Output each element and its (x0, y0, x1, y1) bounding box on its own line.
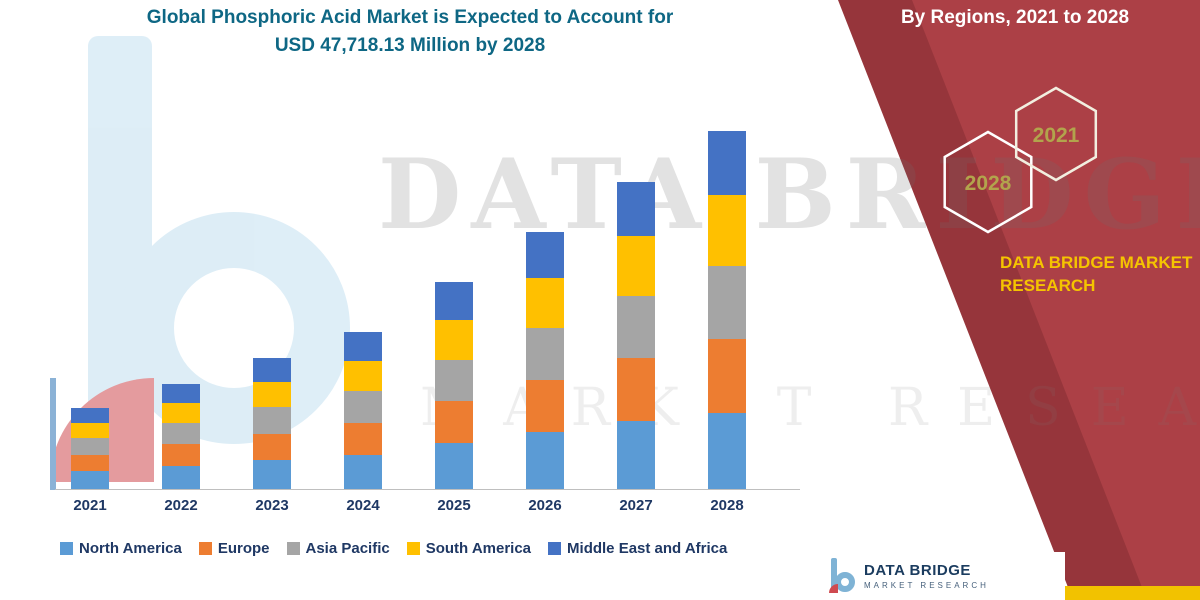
legend-item-asia-pacific: Asia Pacific (286, 540, 390, 557)
segment-europe (526, 379, 564, 432)
bar-2024: 2024 (344, 332, 382, 514)
x-axis-label-2022: 2022 (164, 497, 198, 514)
bar-2027: 2027 (617, 181, 655, 514)
segment-north-america (617, 420, 655, 489)
segment-south-america (435, 319, 473, 360)
x-axis-label-2027: 2027 (619, 497, 653, 514)
segment-south-america (162, 403, 200, 424)
x-axis-label-2021: 2021 (73, 497, 107, 514)
hexagon-2028-label: 2028 (965, 172, 1012, 195)
legend-item-south-america: South America (406, 540, 532, 557)
segment-europe (253, 433, 291, 461)
bar-2026: 2026 (526, 231, 564, 514)
x-axis-label-2024: 2024 (346, 497, 380, 514)
segment-north-america (253, 460, 291, 489)
footer-brand-sub: MARKET RESEARCH (864, 581, 989, 590)
segment-north-america (526, 432, 564, 489)
bar-2022: 2022 (162, 383, 200, 514)
legend-swatch (286, 542, 300, 555)
title-line-2: USD 47,718.13 Million by 2028 (274, 34, 546, 56)
hexagon-2021-label: 2021 (1033, 124, 1080, 147)
segment-south-america (617, 236, 655, 297)
regions-heading: By Regions, 2021 to 2028 (900, 7, 1130, 28)
legend-item-europe: Europe (198, 540, 270, 557)
legend-item-north-america: North America (60, 540, 182, 557)
segment-asia-pacific (435, 360, 473, 402)
yellow-accent-strip (1038, 586, 1200, 600)
segment-asia-pacific (253, 407, 291, 434)
segment-south-america (708, 195, 746, 267)
bar-2023: 2023 (253, 357, 291, 514)
stacked-bar-chart: 2021 2022 2023 2024 2025 2026 2027 2028 (55, 100, 800, 514)
segment-south-america (253, 381, 291, 408)
bar-2025: 2025 (435, 282, 473, 514)
legend-label: South America (425, 540, 532, 557)
segment-middle-east-and-africa (253, 357, 291, 382)
segment-europe (617, 357, 655, 421)
x-axis-label-2023: 2023 (255, 497, 289, 514)
legend-swatch (548, 542, 562, 555)
segment-middle-east-and-africa (162, 383, 200, 404)
segment-europe (708, 339, 746, 413)
legend-item-middle-east-and-africa: Middle East and Africa (548, 540, 727, 557)
x-axis-label-2028: 2028 (710, 497, 744, 514)
bar-2028: 2028 (708, 131, 746, 514)
segment-north-america (435, 443, 473, 489)
legend-label: Asia Pacific (305, 540, 390, 557)
segment-north-america (162, 465, 200, 489)
databridge-logo-icon (829, 558, 855, 594)
segment-asia-pacific (344, 391, 382, 423)
brand-text-line2: RESEARCH (1000, 275, 1096, 295)
legend-swatch (198, 542, 212, 555)
legend-swatch (60, 542, 73, 555)
segment-north-america (71, 471, 109, 489)
logo-icon-ring (835, 572, 855, 592)
x-axis-line (55, 489, 800, 490)
segment-north-america (344, 454, 382, 489)
brand-text-line1: DATA BRIDGE MARKET (1000, 253, 1193, 272)
segment-south-america (526, 277, 564, 328)
segment-asia-pacific (617, 296, 655, 358)
legend-label: Middle East and Africa (567, 540, 728, 557)
segment-asia-pacific (526, 327, 564, 380)
legend-label: Europe (217, 540, 270, 557)
segment-europe (71, 454, 109, 471)
x-axis-label-2025: 2025 (437, 497, 471, 514)
segment-europe (435, 401, 473, 444)
brand-text: DATA BRIDGE MARKET RESEARCH (1000, 252, 1200, 298)
segment-asia-pacific (162, 423, 200, 445)
logo-icon-red-accent (829, 584, 838, 593)
segment-asia-pacific (708, 266, 746, 339)
footer-text: DATA BRIDGE MARKET RESEARCH (864, 562, 989, 590)
segment-europe (344, 422, 382, 455)
segment-asia-pacific (71, 438, 109, 455)
segment-north-america (708, 412, 746, 489)
chart-legend: North America Europe Asia Pacific South Ame… (60, 540, 727, 557)
footer-logo: DATA BRIDGE MARKET RESEARCH (815, 552, 1065, 600)
logo-icon-stem (831, 558, 837, 592)
segment-south-america (344, 360, 382, 392)
legend-swatch (406, 542, 420, 555)
legend-label: North America (79, 540, 182, 557)
segment-middle-east-and-africa (435, 282, 473, 320)
logo-blue-line-shape (50, 378, 56, 490)
segment-middle-east-and-africa (708, 131, 746, 195)
segment-south-america (71, 423, 109, 439)
page-title: Global Phosphoric Acid Market is Expecte… (100, 4, 720, 59)
title-line-1: Global Phosphoric Acid Market is Expecte… (146, 7, 674, 28)
hexagon-2021-outline (1014, 86, 1098, 182)
segment-middle-east-and-africa (617, 181, 655, 237)
x-axis-label-2026: 2026 (528, 497, 562, 514)
bar-2021: 2021 (71, 408, 109, 514)
hexagon-2028-outline (943, 130, 1033, 234)
footer-brand-name: DATA BRIDGE (864, 562, 971, 579)
segment-europe (162, 444, 200, 466)
segment-middle-east-and-africa (526, 231, 564, 278)
segment-middle-east-and-africa (344, 332, 382, 361)
segment-middle-east-and-africa (71, 408, 109, 423)
